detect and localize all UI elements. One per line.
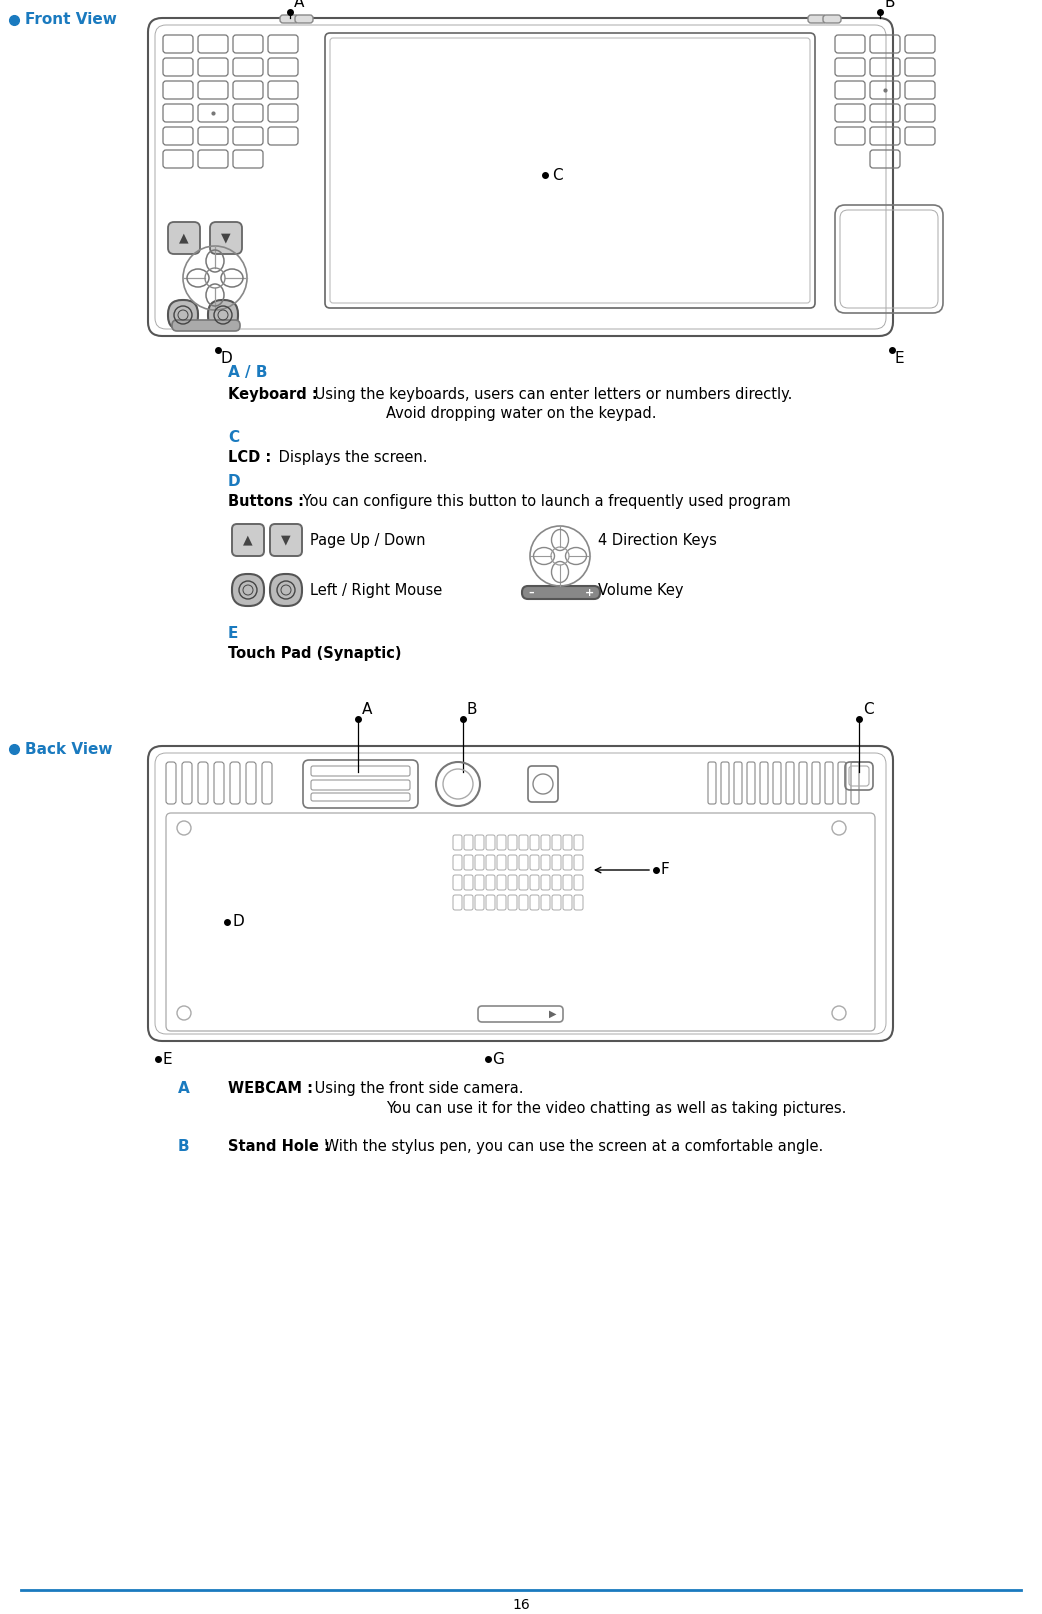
- Text: Page Up / Down: Page Up / Down: [311, 533, 425, 547]
- Text: Using the keyboards, users can enter letters or numbers directly.: Using the keyboards, users can enter let…: [311, 387, 792, 402]
- Text: C: C: [552, 168, 563, 182]
- Text: ▼: ▼: [281, 534, 291, 547]
- Text: –: –: [528, 587, 534, 597]
- Text: ▲: ▲: [243, 534, 253, 547]
- Text: C: C: [228, 429, 239, 445]
- Text: Volume Key: Volume Key: [598, 583, 684, 597]
- Text: D: D: [221, 350, 232, 366]
- FancyBboxPatch shape: [270, 525, 302, 555]
- Text: Displays the screen.: Displays the screen.: [274, 450, 427, 465]
- Text: WEBCAM :: WEBCAM :: [228, 1081, 313, 1096]
- Text: A: A: [294, 0, 304, 10]
- Text: D: D: [233, 915, 245, 930]
- Text: ▲: ▲: [179, 231, 189, 244]
- Text: F: F: [661, 862, 670, 878]
- Text: C: C: [863, 702, 873, 717]
- Text: B: B: [884, 0, 894, 10]
- Text: E: E: [895, 350, 904, 366]
- Text: E: E: [228, 626, 239, 641]
- Text: 4 Direction Keys: 4 Direction Keys: [598, 533, 717, 547]
- Text: You can configure this button to launch a frequently used program: You can configure this button to launch …: [298, 494, 791, 508]
- Text: Back View: Back View: [25, 741, 113, 757]
- Text: A: A: [178, 1081, 190, 1096]
- Text: You can use it for the video chatting as well as taking pictures.: You can use it for the video chatting as…: [386, 1101, 846, 1115]
- Text: B: B: [467, 702, 477, 717]
- Text: B: B: [178, 1139, 190, 1154]
- Text: G: G: [492, 1051, 504, 1067]
- Text: 16: 16: [512, 1598, 530, 1612]
- FancyBboxPatch shape: [172, 320, 240, 331]
- Text: ▶: ▶: [548, 1009, 556, 1018]
- Text: Left / Right Mouse: Left / Right Mouse: [311, 583, 442, 597]
- FancyBboxPatch shape: [168, 223, 200, 253]
- FancyBboxPatch shape: [232, 525, 264, 555]
- Text: A / B: A / B: [228, 365, 268, 379]
- Text: ▼: ▼: [221, 231, 231, 244]
- FancyBboxPatch shape: [270, 575, 302, 605]
- FancyBboxPatch shape: [522, 586, 600, 599]
- Text: LCD :: LCD :: [228, 450, 271, 465]
- Text: Front View: Front View: [25, 13, 117, 27]
- Text: D: D: [228, 475, 241, 489]
- Text: Touch Pad (Synaptic): Touch Pad (Synaptic): [228, 646, 401, 662]
- FancyBboxPatch shape: [808, 15, 826, 23]
- FancyBboxPatch shape: [823, 15, 841, 23]
- FancyBboxPatch shape: [208, 300, 238, 329]
- Text: A: A: [362, 702, 372, 717]
- Text: Avoid dropping water on the keypad.: Avoid dropping water on the keypad.: [386, 407, 656, 421]
- Text: Stand Hole :: Stand Hole :: [228, 1139, 330, 1154]
- FancyBboxPatch shape: [232, 575, 264, 605]
- Text: E: E: [162, 1051, 172, 1067]
- Text: Using the front side camera.: Using the front side camera.: [311, 1081, 523, 1096]
- FancyBboxPatch shape: [295, 15, 313, 23]
- Text: Buttons :: Buttons :: [228, 494, 304, 508]
- FancyBboxPatch shape: [210, 223, 242, 253]
- FancyBboxPatch shape: [280, 15, 298, 23]
- FancyBboxPatch shape: [168, 300, 198, 329]
- Text: Keyboard :: Keyboard :: [228, 387, 318, 402]
- Text: With the stylus pen, you can use the screen at a comfortable angle.: With the stylus pen, you can use the scr…: [320, 1139, 823, 1154]
- Text: +: +: [585, 587, 594, 597]
